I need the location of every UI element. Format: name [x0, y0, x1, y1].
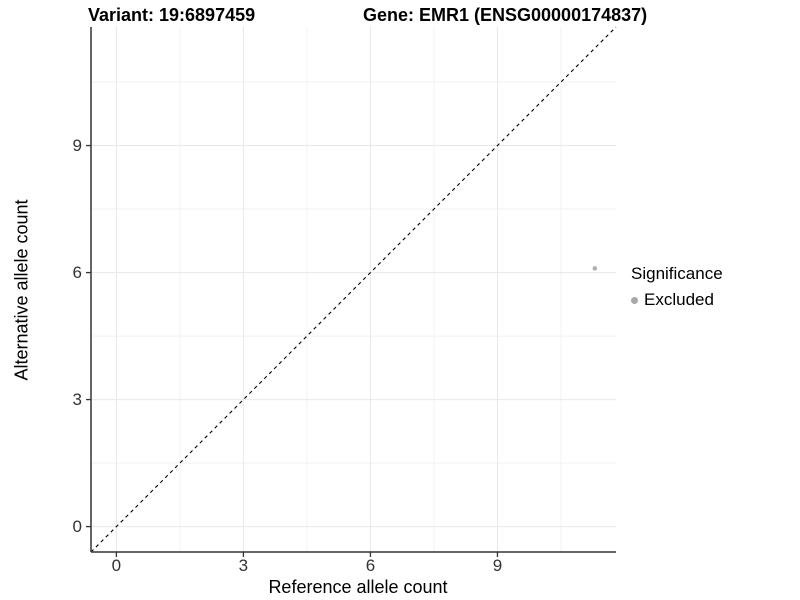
plot-title-gene: Gene: EMR1 (ENSG00000174837) — [363, 5, 648, 25]
data-point-excluded — [592, 266, 598, 271]
legend-point-icon — [631, 296, 638, 304]
legend: Significance Excluded — [631, 264, 723, 310]
legend-entry-label: Excluded — [644, 290, 714, 309]
y-axis-title: Alternative allele count — [11, 199, 32, 381]
y-tick-label: 6 — [72, 262, 82, 282]
y-tick-label: 3 — [72, 389, 82, 409]
y-tick-label: 9 — [72, 135, 82, 155]
x-tick-label: 3 — [238, 556, 249, 575]
y-tick-label: 0 — [72, 516, 82, 536]
x-tick-label: 6 — [365, 556, 376, 575]
legend-title: Significance — [631, 264, 723, 283]
identity-line — [90, 26, 617, 553]
x-tick-label: 0 — [111, 556, 122, 575]
legend-entry-excluded: Excluded — [631, 290, 723, 310]
plot-title-variant: Variant: 19:6897459 — [88, 5, 256, 25]
x-axis-title: Reference allele count — [268, 577, 448, 597]
x-tick-label: 9 — [492, 556, 503, 575]
